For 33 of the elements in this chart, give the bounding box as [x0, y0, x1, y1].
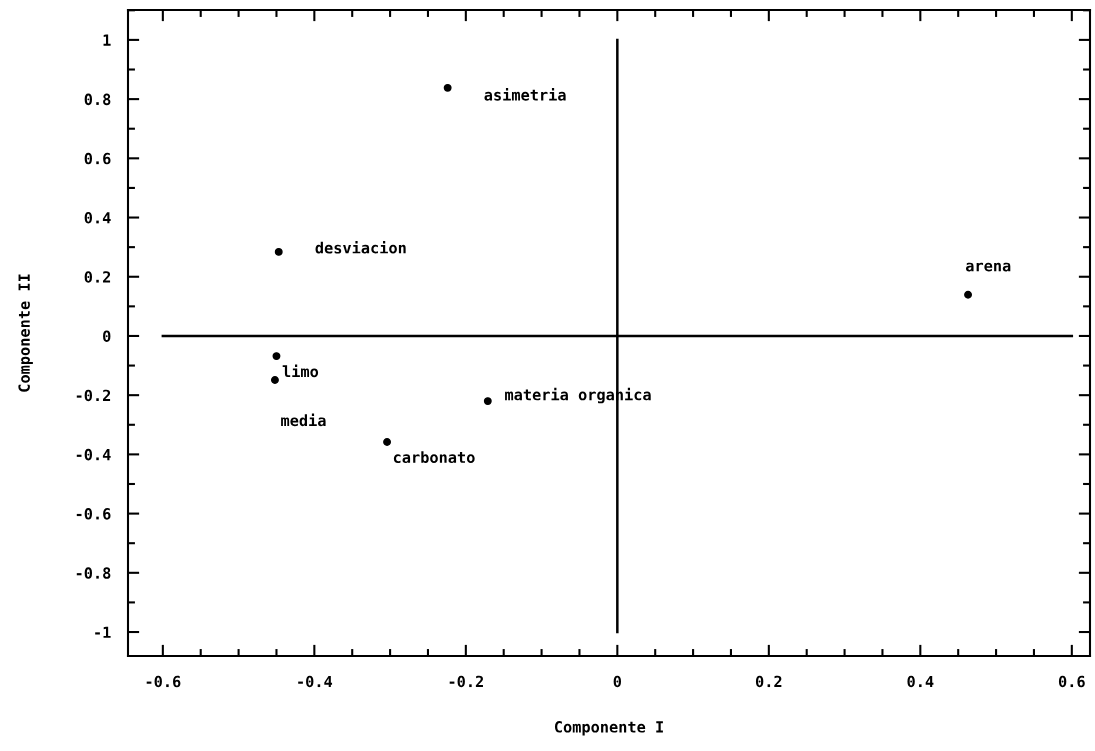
point	[964, 290, 972, 299]
point	[383, 437, 392, 446]
x-tick-label: -0.4	[298, 675, 333, 688]
x-tick-label: 0	[613, 675, 622, 688]
y-tick-label: -0.4	[76, 448, 111, 461]
y-tick-label: 0.8	[84, 93, 111, 106]
annotation: asimetria	[484, 87, 566, 101]
annotation: carbonato	[393, 451, 475, 464]
x-tick-label: -0.2	[449, 675, 483, 688]
point	[270, 376, 279, 385]
x-tick-label: 0.6	[1058, 675, 1085, 688]
y-tick-label: 0	[103, 330, 111, 342]
y-tick-label: 0.6	[84, 152, 111, 165]
annotation: arena	[965, 262, 1011, 272]
y-tick-label: -0.2	[76, 389, 111, 402]
annotation: media	[281, 413, 326, 427]
x-axis-title: Componente I	[554, 721, 663, 736]
y-axis-title: Componente II	[18, 274, 33, 392]
y-tick-label: -0.6	[76, 508, 111, 520]
point	[272, 352, 281, 361]
y-tick-label: 0.4	[84, 212, 111, 224]
y-tick-label: -1	[95, 626, 111, 638]
x-tick-label: 0.2	[755, 675, 782, 688]
y-tick-label: 0.2	[84, 271, 111, 283]
y-tick-label: -0.8	[76, 567, 111, 579]
annotation: limo	[282, 364, 319, 378]
x-tick-label: 0.4	[907, 675, 934, 688]
x-tick-label: -0.6	[146, 675, 181, 688]
point	[443, 83, 452, 92]
point	[483, 397, 492, 406]
y-tick-label: 1	[103, 34, 111, 46]
point	[274, 247, 283, 256]
annotation: desviacion	[315, 240, 406, 254]
